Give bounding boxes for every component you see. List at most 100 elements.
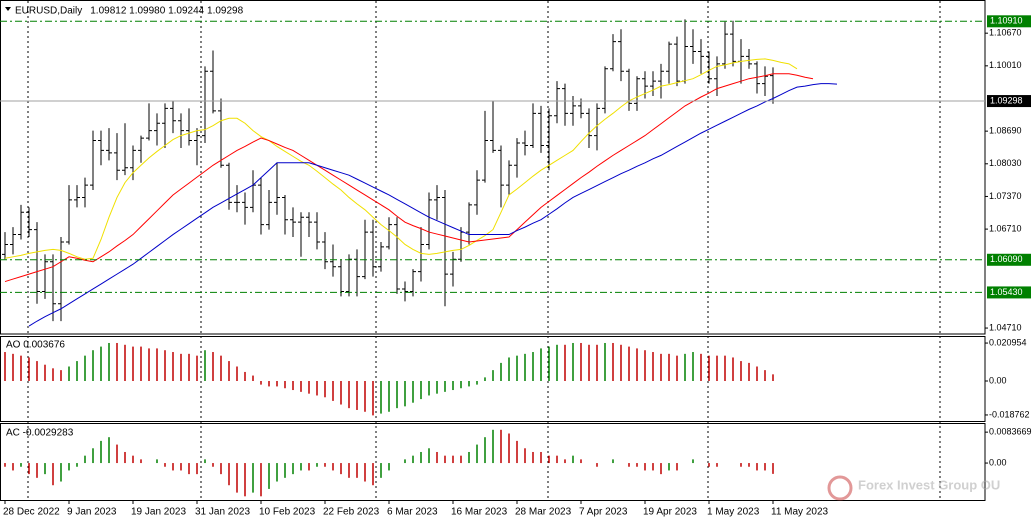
ohlc-bar	[10, 227, 16, 255]
y-tick-label: 1.10010	[989, 60, 1022, 70]
ohlc-bar	[546, 108, 552, 171]
ohlc-bar	[210, 50, 216, 114]
y-tick-label: 0.00	[989, 375, 1007, 385]
watermark-logo	[827, 475, 853, 501]
ohlc-bar	[618, 29, 624, 82]
ohlc-bar	[162, 103, 168, 148]
current-price-label: 1.09298	[990, 95, 1023, 105]
ao-panel-frame	[0, 336, 986, 422]
panel-title: AC -0.0029283	[6, 428, 74, 439]
current-price-box	[987, 95, 1031, 108]
x-tick-label: 28 Mar 2023	[515, 507, 572, 518]
ohlc-bar	[362, 219, 368, 280]
ohlc-bar	[154, 113, 160, 146]
ohlc-bar	[506, 160, 512, 195]
ac-panel-frame	[0, 423, 986, 501]
x-tick-label: 19 Apr 2023	[643, 507, 697, 518]
ohlc-bar	[18, 204, 24, 240]
symbol-menu-icon[interactable]	[5, 7, 11, 11]
moving-average-line	[28, 83, 838, 327]
ohlc-bar	[58, 237, 64, 322]
y-tick-label: 0.0083669	[989, 427, 1032, 437]
ohlc-bar	[402, 281, 408, 302]
ohlc-bar	[138, 135, 144, 163]
ohlc-bar	[186, 108, 192, 146]
ohlc-bar	[66, 185, 72, 245]
ohlc-bar	[490, 100, 496, 153]
ohlc-bar	[578, 98, 584, 119]
ohlc-bar	[434, 185, 440, 220]
ohlc-bar	[314, 212, 320, 250]
ohlc-bar	[530, 103, 536, 148]
ohlc-bar	[290, 207, 296, 238]
ohlc-bar	[98, 130, 104, 166]
x-tick-label: 16 Mar 2023	[451, 507, 508, 518]
ohlc-bar	[514, 138, 520, 178]
ohlc-bar	[242, 192, 248, 225]
ohlc-bar	[386, 217, 392, 250]
ohlc-bar	[746, 49, 752, 69]
ohlc-bar	[194, 128, 200, 166]
ohlc-bar	[410, 269, 416, 297]
ohlc-bar	[34, 222, 40, 304]
ohlc-bar	[226, 162, 232, 210]
ohlc-bar	[426, 192, 432, 250]
ohlc-bar	[178, 113, 184, 148]
ohlc-bar	[730, 20, 736, 67]
ohlc-bar	[298, 212, 304, 257]
period-separators	[27, 1, 941, 500]
ohlc-bar	[610, 34, 616, 72]
x-tick-label: 10 Feb 2023	[259, 507, 316, 518]
ohlc-bar	[722, 21, 728, 69]
ohlc-bar	[234, 185, 240, 213]
ohlc-bar	[762, 66, 768, 97]
ohlc-bar	[442, 190, 448, 307]
ohlc-bar	[338, 259, 344, 297]
y-tick-label: 1.10670	[989, 28, 1022, 38]
ohlc-bar	[626, 68, 632, 111]
ohlc-bar	[474, 170, 480, 215]
ohlc-bar	[394, 217, 400, 294]
ohlc-bar	[90, 130, 96, 191]
ohlc-bar	[74, 185, 80, 208]
ohlc-bar	[698, 39, 704, 74]
x-tick-label: 19 Jan 2023	[131, 507, 186, 518]
y-tick-label: 1.06710	[989, 223, 1022, 233]
x-tick-label: 22 Feb 2023	[323, 507, 380, 518]
ohlc-bar	[586, 108, 592, 148]
level-label: 1.10910	[990, 16, 1023, 26]
ohlc-bar	[498, 145, 504, 208]
x-tick-label: 1 May 2023	[707, 507, 760, 518]
ohlc-bar	[658, 63, 664, 99]
ohlc-readout: 1.09812 1.09980 1.09244 1.09298	[90, 6, 243, 17]
ohlc-bar	[122, 123, 128, 176]
ohlc-bar	[266, 190, 272, 230]
x-tick-label: 7 Apr 2023	[579, 507, 628, 518]
y-tick-label: -0.018762	[989, 409, 1030, 419]
ohlc-bar	[674, 36, 680, 87]
level-label-box	[987, 15, 1031, 28]
watermark: Forex Invest Group OU	[827, 475, 1000, 501]
ohlc-bar	[594, 103, 600, 151]
main-panel-frame	[0, 0, 986, 335]
ohlc-bar	[418, 227, 424, 282]
ohlc-bar	[2, 232, 8, 260]
ohlc-bar	[306, 212, 312, 238]
ohlc-bar	[170, 100, 176, 134]
y-tick-label: 0.00	[989, 457, 1007, 467]
ohlc-bar	[378, 241, 384, 272]
y-tick-label: 1.08690	[989, 126, 1022, 136]
ohlc-bar	[482, 110, 488, 183]
x-tick-label: 11 May 2023	[771, 507, 829, 518]
ohlc-bar	[466, 202, 472, 245]
ohlc-bar	[714, 56, 720, 97]
level-label: 1.06090	[990, 254, 1023, 264]
y-tick-label: 1.07370	[989, 191, 1022, 201]
level-label: 1.05430	[990, 287, 1023, 297]
ohlc-bar	[330, 244, 336, 277]
ohlc-bar	[274, 162, 280, 215]
